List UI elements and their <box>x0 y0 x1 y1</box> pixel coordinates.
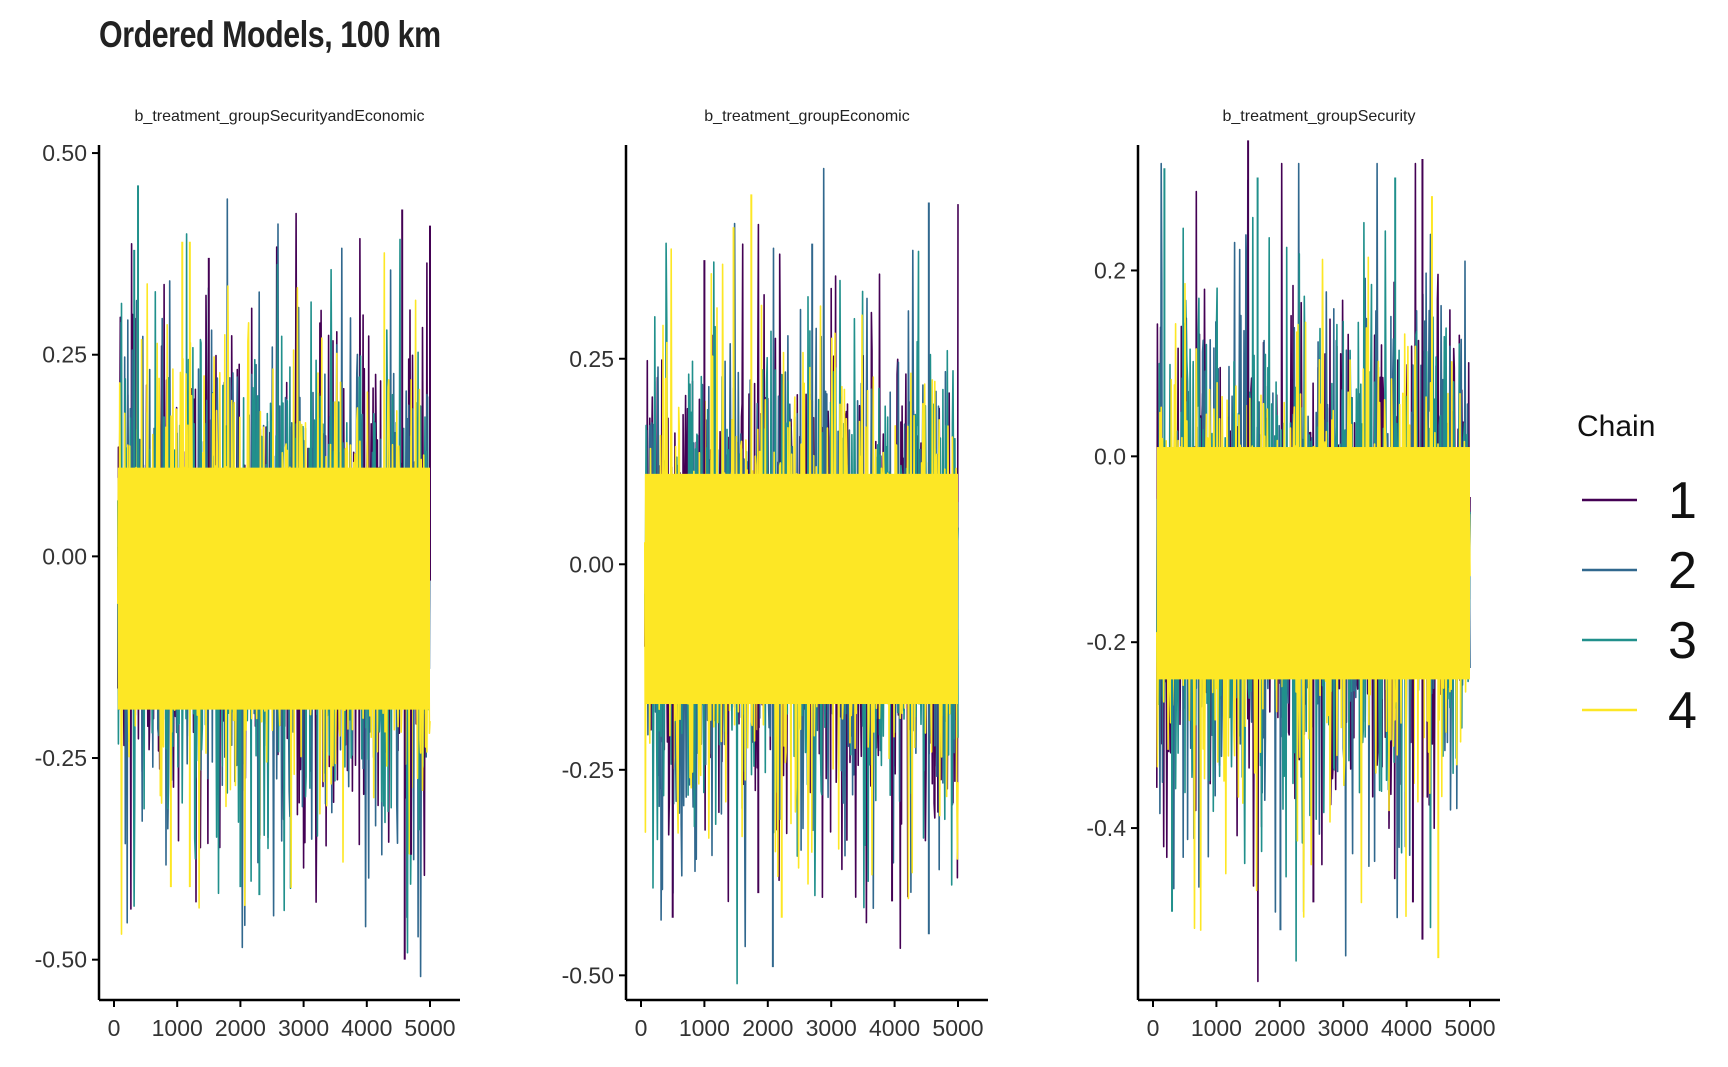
panel-1: b_treatment_groupSecurityandEconomic -0.5… <box>35 108 460 1041</box>
y-tick-label: -0.50 <box>35 947 87 973</box>
x-tick-label: 2000 <box>1254 1015 1305 1041</box>
trace-lines <box>117 185 431 978</box>
panel-2: b_treatment_groupEconomic -0.50 -0.25 0.00 0… <box>562 108 988 1041</box>
panel-3: b_treatment_groupSecurity -0.4 -0.2 0.0 0.2 0… <box>1086 108 1500 1041</box>
x-tick-label: 1000 <box>152 1015 203 1041</box>
x-tick-label: 4000 <box>869 1015 920 1041</box>
x-tick-label: 3000 <box>806 1015 857 1041</box>
y-tick-label: 0.50 <box>42 140 87 166</box>
chart-title: Ordered Models, 100 km <box>99 14 441 55</box>
panel-strip-label: b_treatment_groupSecurityandEconomic <box>135 108 425 125</box>
trace-lines <box>1156 140 1471 983</box>
x-tick-label: 2000 <box>742 1015 793 1041</box>
x-tick-label: 5000 <box>1444 1015 1495 1041</box>
x-tick-label: 3000 <box>1318 1015 1369 1041</box>
panel-strip-label: b_treatment_groupEconomic <box>704 108 909 125</box>
y-tick-label: 0.0 <box>1094 443 1126 469</box>
legend: Chain 1 2 3 4 <box>1577 410 1697 740</box>
y-tick-label: 0.2 <box>1094 257 1126 283</box>
y-tick-label: -0.25 <box>35 745 87 771</box>
legend-label-chain-1: 1 <box>1668 472 1697 530</box>
x-tick-label: 5000 <box>404 1015 455 1041</box>
x-tick-label: 0 <box>635 1015 648 1041</box>
dense-band-chain-4 <box>1156 447 1470 680</box>
dense-band-chain-4 <box>117 467 431 710</box>
x-tick-label: 0 <box>1147 1015 1160 1041</box>
facet-panels: b_treatment_groupSecurityandEconomic -0.5… <box>35 108 1500 1041</box>
legend-label-chain-4: 4 <box>1668 682 1697 740</box>
y-tick-label: 0.25 <box>569 346 614 372</box>
trace-lines <box>644 167 959 985</box>
x-tick-label: 3000 <box>278 1015 329 1041</box>
x-tick-label: 2000 <box>215 1015 266 1041</box>
x-tick-label: 1000 <box>679 1015 730 1041</box>
y-tick-label: 0.00 <box>569 551 614 577</box>
y-tick-label: -0.4 <box>1086 815 1126 841</box>
x-tick-label: 1000 <box>1191 1015 1242 1041</box>
legend-label-chain-3: 3 <box>1668 612 1697 670</box>
y-tick-label: -0.25 <box>562 757 614 783</box>
y-tick-label: -0.2 <box>1086 629 1126 655</box>
x-tick-label: 0 <box>108 1015 121 1041</box>
x-tick-label: 4000 <box>1381 1015 1432 1041</box>
legend-title: Chain <box>1577 410 1655 443</box>
x-tick-label: 5000 <box>932 1015 983 1041</box>
dense-band-chain-4 <box>644 473 958 705</box>
x-tick-label: 4000 <box>341 1015 392 1041</box>
panel-strip-label: b_treatment_groupSecurity <box>1223 108 1416 125</box>
legend-label-chain-2: 2 <box>1668 542 1697 600</box>
y-tick-label: 0.00 <box>42 543 87 569</box>
y-tick-label: -0.50 <box>562 962 614 988</box>
y-tick-label: 0.25 <box>42 342 87 368</box>
